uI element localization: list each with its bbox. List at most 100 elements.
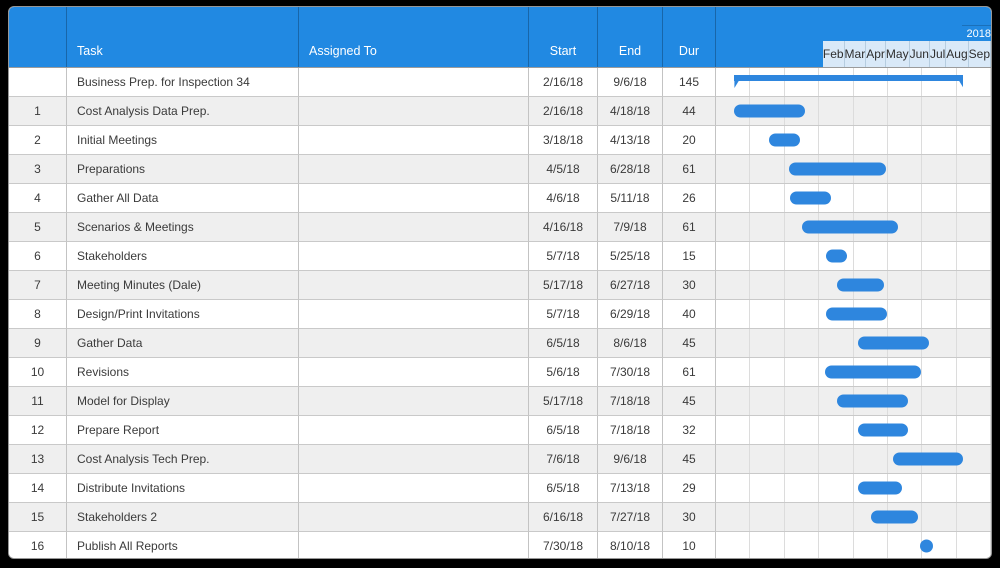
task-row[interactable]: 14 Distribute Invitations 6/5/18 7/13/18… bbox=[9, 474, 991, 503]
timeline-grid-cell bbox=[922, 271, 957, 299]
task-bar[interactable] bbox=[825, 307, 887, 321]
task-bar[interactable] bbox=[858, 423, 908, 437]
summary-task-row[interactable]: Business Prep. for Inspection 34 2/16/18… bbox=[9, 68, 991, 97]
timeline-grid-cell bbox=[819, 416, 854, 444]
timeline-grid-cell bbox=[922, 329, 957, 357]
task-row[interactable]: 2 Initial Meetings 3/18/18 4/13/18 20 bbox=[9, 126, 991, 155]
timeline-grid-cell bbox=[888, 126, 923, 154]
task-bar[interactable] bbox=[734, 104, 806, 118]
duration-cell: 61 bbox=[663, 155, 716, 184]
timeline-grid-cell bbox=[854, 300, 888, 328]
timeline-grid-cell bbox=[750, 68, 785, 96]
month-label: Jul bbox=[930, 41, 947, 67]
end-date-cell: 6/29/18 bbox=[598, 300, 663, 329]
timeline-grid-cell bbox=[957, 532, 991, 558]
timeline-grid-cell bbox=[819, 474, 854, 502]
row-number-cell: 14 bbox=[9, 474, 67, 503]
task-name-cell: Revisions bbox=[67, 358, 299, 387]
month-label: Aug bbox=[946, 41, 969, 67]
timeline-row bbox=[716, 68, 991, 97]
task-bar[interactable] bbox=[836, 394, 908, 408]
task-row[interactable]: 10 Revisions 5/6/18 7/30/18 61 bbox=[9, 358, 991, 387]
task-row[interactable]: 13 Cost Analysis Tech Prep. 7/6/18 9/6/1… bbox=[9, 445, 991, 474]
timeline-grid-cell bbox=[888, 474, 923, 502]
timeline-grid-cell bbox=[819, 97, 854, 125]
timeline-grid-cell bbox=[922, 474, 957, 502]
row-number-cell: 4 bbox=[9, 184, 67, 213]
timeline-grid-cell bbox=[819, 532, 854, 558]
assigned-to-cell bbox=[299, 213, 529, 242]
timeline-grid-cell bbox=[888, 242, 923, 270]
task-bar[interactable] bbox=[893, 452, 964, 466]
timeline-grid-cell bbox=[957, 271, 991, 299]
start-date-cell: 2/16/18 bbox=[529, 97, 598, 126]
timeline-grid-cell bbox=[785, 242, 820, 270]
timeline-grid-cell bbox=[716, 358, 751, 386]
timeline-row bbox=[716, 271, 991, 300]
task-bar[interactable] bbox=[769, 133, 800, 147]
row-number-cell: 15 bbox=[9, 503, 67, 532]
task-row[interactable]: 15 Stakeholders 2 6/16/18 7/27/18 30 bbox=[9, 503, 991, 532]
timeline-grid-cell bbox=[785, 300, 820, 328]
timeline-grid-cell bbox=[957, 387, 991, 415]
row-number-cell: 13 bbox=[9, 445, 67, 474]
duration-cell: 45 bbox=[663, 445, 716, 474]
start-date-cell: 6/5/18 bbox=[529, 474, 598, 503]
duration-cell: 40 bbox=[663, 300, 716, 329]
task-bar[interactable] bbox=[836, 278, 885, 292]
task-bar[interactable] bbox=[870, 510, 918, 524]
task-bar[interactable] bbox=[824, 365, 922, 379]
task-name-cell: Design/Print Invitations bbox=[67, 300, 299, 329]
timeline-grid-cell bbox=[854, 271, 888, 299]
timeline-grid-cell bbox=[957, 155, 991, 183]
task-bar[interactable] bbox=[825, 249, 847, 263]
task-name-cell: Distribute Invitations bbox=[67, 474, 299, 503]
duration-cell: 45 bbox=[663, 329, 716, 358]
task-row[interactable]: 8 Design/Print Invitations 5/7/18 6/29/1… bbox=[9, 300, 991, 329]
timeline-grid-cell bbox=[785, 358, 820, 386]
task-bar[interactable] bbox=[920, 539, 934, 553]
summary-bar[interactable] bbox=[734, 75, 964, 88]
timeline-grid-cell bbox=[750, 329, 785, 357]
timeline-grid-cell bbox=[922, 358, 957, 386]
timeline-grid-cell bbox=[922, 300, 957, 328]
end-date-cell: 6/27/18 bbox=[598, 271, 663, 300]
task-bar[interactable] bbox=[858, 481, 903, 495]
task-row[interactable]: 5 Scenarios & Meetings 4/16/18 7/9/18 61 bbox=[9, 213, 991, 242]
end-date-cell: 8/10/18 bbox=[598, 532, 663, 558]
assigned-to-cell bbox=[299, 126, 529, 155]
task-bar[interactable] bbox=[801, 220, 898, 234]
timeline-grid-cell bbox=[750, 184, 785, 212]
timeline-row bbox=[716, 242, 991, 271]
task-name-cell: Meeting Minutes (Dale) bbox=[67, 271, 299, 300]
timeline-grid-cell bbox=[888, 271, 923, 299]
task-row[interactable]: 9 Gather Data 6/5/18 8/6/18 45 bbox=[9, 329, 991, 358]
task-bar[interactable] bbox=[790, 191, 832, 205]
task-row[interactable]: 3 Preparations 4/5/18 6/28/18 61 bbox=[9, 155, 991, 184]
task-row[interactable]: 16 Publish All Reports 7/30/18 8/10/18 1… bbox=[9, 532, 991, 558]
assigned-to-cell bbox=[299, 97, 529, 126]
timeline-grid-cell bbox=[750, 474, 785, 502]
summary-bar-right-hook bbox=[955, 75, 964, 88]
task-row[interactable]: 4 Gather All Data 4/6/18 5/11/18 26 bbox=[9, 184, 991, 213]
duration-cell: 61 bbox=[663, 213, 716, 242]
task-row[interactable]: 6 Stakeholders 5/7/18 5/25/18 15 bbox=[9, 242, 991, 271]
task-row[interactable]: 1 Cost Analysis Data Prep. 2/16/18 4/18/… bbox=[9, 97, 991, 126]
row-number-cell: 8 bbox=[9, 300, 67, 329]
col-header-dur: Dur bbox=[663, 7, 716, 67]
task-name-cell: Gather Data bbox=[67, 329, 299, 358]
timeline-row bbox=[716, 532, 991, 558]
assigned-to-cell bbox=[299, 184, 529, 213]
assigned-to-cell bbox=[299, 387, 529, 416]
task-row[interactable]: 11 Model for Display 5/17/18 7/18/18 45 bbox=[9, 387, 991, 416]
timeline-grid-cell bbox=[785, 474, 820, 502]
timeline-grid-cell bbox=[922, 126, 957, 154]
end-date-cell: 7/27/18 bbox=[598, 503, 663, 532]
row-number-cell: 16 bbox=[9, 532, 67, 558]
start-date-cell: 2/16/18 bbox=[529, 68, 598, 97]
task-bar[interactable] bbox=[858, 336, 929, 350]
task-bar[interactable] bbox=[789, 162, 886, 176]
task-row[interactable]: 7 Meeting Minutes (Dale) 5/17/18 6/27/18… bbox=[9, 271, 991, 300]
task-row[interactable]: 12 Prepare Report 6/5/18 7/18/18 32 bbox=[9, 416, 991, 445]
col-header-start: Start bbox=[529, 7, 598, 67]
